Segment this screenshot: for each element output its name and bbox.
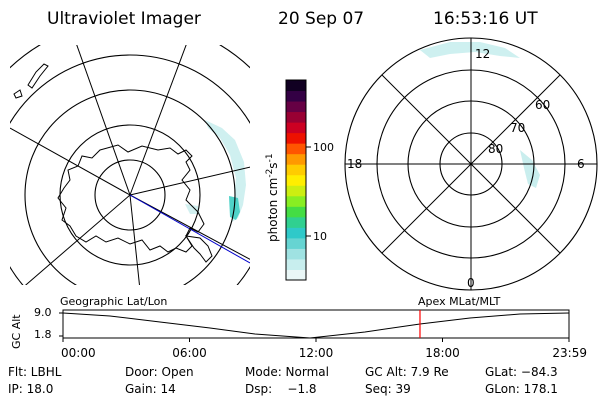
y-tick-9: 9.0 <box>34 306 52 319</box>
magnetic-polar-plot: 12 18 6 0 60 70 80 <box>344 37 598 291</box>
colorbar-cell <box>286 122 306 134</box>
colorbar-cell <box>286 90 306 102</box>
colorbar-cell <box>286 216 306 228</box>
x-tick-label: 23:59 <box>552 346 587 360</box>
x-tick-label: 06:00 <box>172 346 207 360</box>
mlat-label-70: 70 <box>510 121 525 135</box>
header: Ultraviolet Imager 20 Sep 07 16:53:16 UT <box>47 9 538 29</box>
colorbar-cell <box>286 164 306 176</box>
colorbar-cell <box>286 258 306 270</box>
geographic-map <box>10 45 250 285</box>
status-ip: IP: 18.0 <box>8 382 53 396</box>
y-axis-label: GC Alt <box>10 314 23 349</box>
altitude-curve <box>62 312 570 339</box>
y-tick-1-8: 1.8 <box>34 328 52 341</box>
status-filter: Flt: LBHL <box>8 365 62 379</box>
colorbar-cell <box>286 185 306 197</box>
mlt-label-6: 6 <box>577 157 585 171</box>
continent-outline <box>57 144 205 253</box>
status-gc-alt: GC Alt: 7.9 Re <box>365 365 449 379</box>
mlat-label-60: 60 <box>535 98 550 112</box>
mlt-label-18: 18 <box>347 157 362 171</box>
x-tick-label: 18:00 <box>425 346 460 360</box>
status-seq: Seq: 39 <box>365 382 411 396</box>
colorbar-cell <box>286 174 306 186</box>
geo-panel-label: Geographic Lat/Lon <box>60 295 167 308</box>
colorbar-cell <box>286 227 306 239</box>
mlt-label-12: 12 <box>475 47 490 61</box>
status-glat: GLat: −84.3 <box>485 365 558 379</box>
colorbar-cell <box>286 132 306 144</box>
colorbar-cell <box>286 80 306 92</box>
status-mode: Mode: Normal <box>245 365 329 379</box>
mlat-label-80: 80 <box>488 142 503 156</box>
colorbar-scale <box>286 80 306 281</box>
colorbar: 100 10 photon cm-2s-1 <box>265 79 334 281</box>
mlt-label-0: 0 <box>467 276 475 290</box>
altitude-timeline: Geographic Lat/Lon Apex MLat/MLT GC Alt … <box>10 295 587 360</box>
status-panel: Flt: LBHL Door: Open Mode: Normal GC Alt… <box>8 365 558 396</box>
status-door: Door: Open <box>125 365 194 379</box>
colorbar-tick-10: 10 <box>313 230 327 243</box>
status-dsp: Dsp: −1.8 <box>245 382 317 396</box>
colorbar-tick-100: 100 <box>313 141 334 154</box>
colorbar-cell <box>286 248 306 260</box>
colorbar-cell <box>286 101 306 113</box>
colorbar-cell <box>286 269 306 281</box>
time-label: 16:53:16 UT <box>433 9 538 29</box>
aurora-emission <box>120 75 246 222</box>
colorbar-unit-label: photon cm-2s-1 <box>265 153 280 242</box>
status-gain: Gain: 14 <box>125 382 176 396</box>
x-tick-label: 12:00 <box>299 346 334 360</box>
aurora-emission-mag <box>420 42 540 188</box>
colorbar-cell <box>286 143 306 155</box>
status-glon: GLon: 178.1 <box>485 382 558 396</box>
colorbar-cell <box>286 206 306 218</box>
colorbar-cell <box>286 153 306 165</box>
mag-panel-label: Apex MLat/MLT <box>418 295 501 308</box>
instrument-title: Ultraviolet Imager <box>47 9 201 29</box>
colorbar-cell <box>286 237 306 249</box>
date-label: 20 Sep 07 <box>278 9 364 29</box>
colorbar-cell <box>286 195 306 207</box>
colorbar-cell <box>286 111 306 123</box>
x-ticks: 00:00 06:00 12:00 18:00 23:59 <box>61 338 587 360</box>
x-tick-label: 00:00 <box>61 346 96 360</box>
